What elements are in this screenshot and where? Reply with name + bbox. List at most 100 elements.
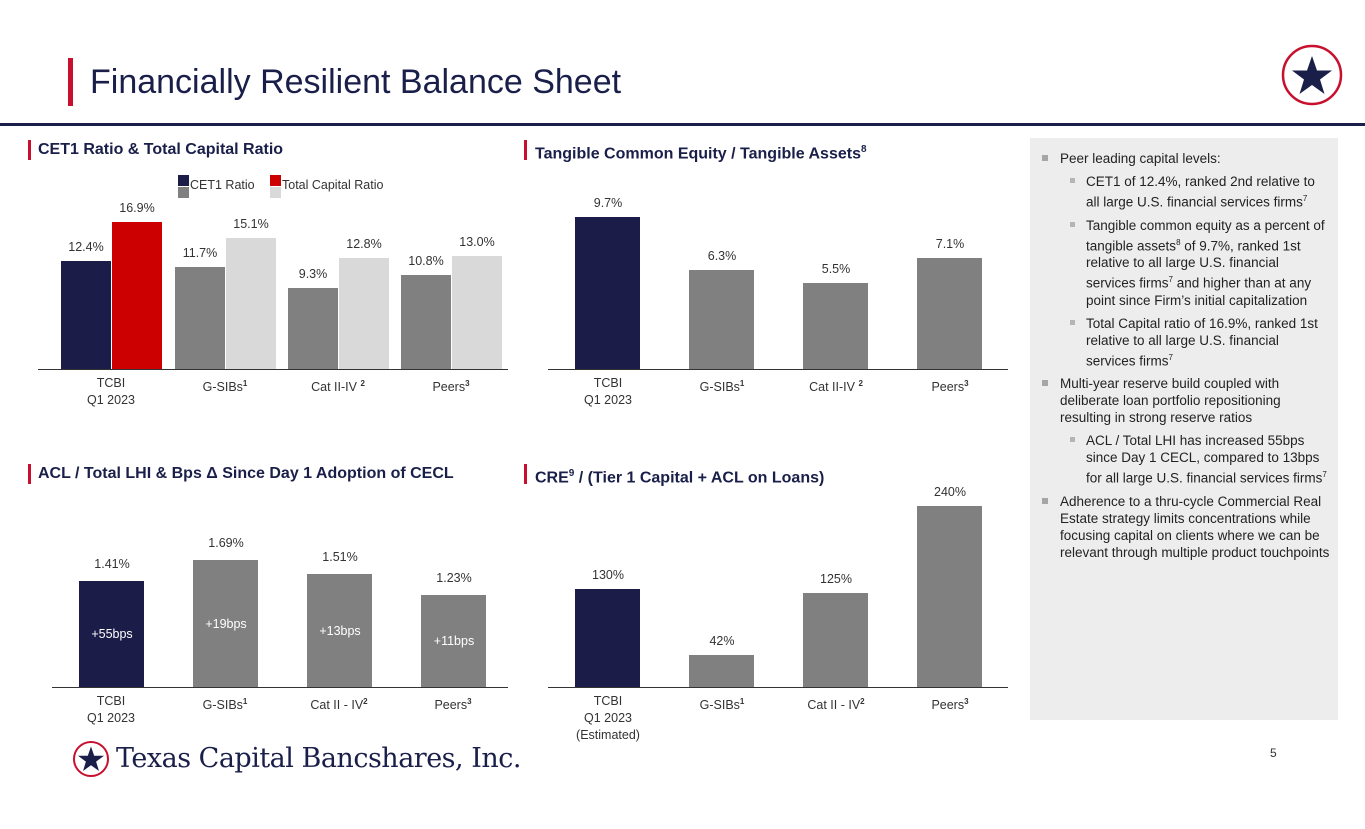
legend-swatch-gray <box>178 187 189 198</box>
footnote-marker: 2 <box>363 697 368 706</box>
category-label-peers-text: Peers <box>432 380 466 395</box>
category-label-gsibs-text: G-SIBs <box>202 698 243 713</box>
data-label: 240% <box>934 485 966 499</box>
legend-label-cet1: CET1 Ratio <box>190 178 255 192</box>
bar-inner-label: +19bps <box>205 617 247 631</box>
data-label: 1.41% <box>94 557 130 572</box>
data-label: 1.69% <box>208 536 244 550</box>
bar-tce <box>917 257 982 369</box>
bullet-text: ACL / Total LHI has increased 55bps sinc… <box>1086 433 1323 486</box>
chart-title-tce: Tangible Common Equity / Tangible Assets… <box>535 140 867 164</box>
category-label-tcbi-sub: Q1 2023 <box>87 393 135 407</box>
data-label: 12.4% <box>68 240 104 255</box>
footnote-marker: 7 <box>1168 275 1173 284</box>
bar-cre <box>803 592 868 687</box>
legend-label-total-capital: Total Capital Ratio <box>282 178 384 192</box>
data-label: 10.8% <box>408 254 444 269</box>
legend-swatch-light <box>270 187 281 198</box>
footnote-marker: 2 <box>858 379 863 388</box>
bullet-text: Tangible common equity as a percent of t… <box>1086 217 1325 254</box>
category-label-tcbi: TCBI Q1 2023 (Estimated) <box>558 693 658 744</box>
category-label-tcbi-text: TCBI <box>96 376 126 390</box>
bar-cet1 <box>288 288 338 369</box>
data-label: 16.9% <box>119 201 155 215</box>
data-label: 13.0% <box>459 234 495 249</box>
company-name: Texas Capital Bancshares, Inc. <box>116 743 521 774</box>
data-label: 11.7% <box>182 246 218 261</box>
category-label-cat-text: Cat II - IV <box>807 698 861 713</box>
category-label-cat: Cat II - IV2 <box>786 693 886 714</box>
footnote-marker: 8 <box>860 144 867 155</box>
category-label-peers-text: Peers <box>931 380 965 395</box>
footnote-marker: 7 <box>1322 470 1327 479</box>
data-label: 9.7% <box>593 196 623 210</box>
bar-cet1 <box>175 267 225 369</box>
section-accent-bar <box>524 464 527 484</box>
footnote-marker: 3 <box>465 379 470 388</box>
section-accent-bar <box>28 464 31 484</box>
data-label: 1.51% <box>322 549 358 564</box>
category-label-tcbi-text: TCBI <box>593 694 623 708</box>
legend-swatch-red <box>270 175 281 186</box>
category-label-peers: Peers3 <box>900 693 1000 714</box>
data-label: 5.5% <box>821 261 851 276</box>
category-label-tcbi: TCBI Q1 2023 <box>61 693 161 727</box>
bullet-text: and higher than at any point since Firm’… <box>1086 275 1312 308</box>
data-label: 42% <box>709 634 735 649</box>
bullet-text: Multi-year reserve build coupled with de… <box>1060 376 1281 425</box>
x-axis <box>548 369 1008 370</box>
footnote-marker: 2 <box>860 697 865 706</box>
bar-acl <box>193 560 258 687</box>
data-label: 1.23% <box>436 570 472 585</box>
bullet-text: Peer leading capital levels: <box>1060 151 1221 166</box>
category-label-tcbi-sub: Q1 2023 <box>584 711 632 725</box>
footnote-marker: 2 <box>360 379 365 388</box>
category-label-cat: Cat II - IV2 <box>289 693 389 714</box>
section-accent-bar <box>28 140 31 160</box>
category-label-cat-text: Cat II - IV <box>310 698 364 713</box>
category-label-gsibs-text: G-SIBs <box>699 380 740 395</box>
highlights-list: Peer leading capital levels: CET1 of 12.… <box>1040 150 1330 567</box>
data-label: 12.8% <box>346 236 382 251</box>
footnote-marker: 8 <box>1176 237 1181 247</box>
sub-bullet-tce: Tangible common equity as a percent of t… <box>1060 217 1330 309</box>
category-label-tcbi-sub: Q1 2023 <box>87 711 135 725</box>
footnote-marker: 7 <box>1302 194 1308 203</box>
category-label-gsibs: G-SIBs1 <box>672 693 772 714</box>
bar-tce <box>689 270 754 369</box>
bullet-capital-levels: Peer leading capital levels: CET1 of 12.… <box>1040 150 1330 369</box>
category-label-tcbi-estimated: (Estimated) <box>576 728 640 742</box>
bar-total-capital <box>452 255 502 369</box>
bar-acl <box>79 581 144 687</box>
chart-title-capital: CET1 Ratio & Total Capital Ratio <box>38 141 284 158</box>
category-label-peers: Peers3 <box>900 375 1000 396</box>
footnote-marker: 1 <box>739 697 745 706</box>
category-label-gsibs: G-SIBs1 <box>175 693 275 714</box>
category-label-tcbi-sub: Q1 2023 <box>584 393 632 407</box>
bar-acl <box>421 594 486 687</box>
footnote-marker: 1 <box>242 379 248 388</box>
category-label-tcbi: TCBI Q1 2023 <box>558 375 658 409</box>
category-label-tcbi-text: TCBI <box>96 694 126 708</box>
category-label-cat: Cat II-IV 2 <box>786 375 886 396</box>
footnote-marker: 3 <box>964 379 969 388</box>
footnote-marker: 3 <box>467 697 472 706</box>
category-label-peers-text: Peers <box>434 698 468 713</box>
bullet-cre-strategy: Adherence to a thru-cycle Commercial Rea… <box>1040 493 1330 561</box>
bar-inner-label: +11bps <box>433 634 475 648</box>
bar-acl <box>307 573 372 687</box>
star-logo-icon <box>1281 44 1343 106</box>
sub-bullet-total-capital: Total Capital ratio of 16.9%, ranked 1st… <box>1060 315 1330 370</box>
data-label: 125% <box>820 571 852 586</box>
footnote-marker: 9 <box>568 468 575 479</box>
data-label: 7.1% <box>935 236 965 251</box>
bar-total-capital <box>339 257 389 369</box>
x-axis <box>52 687 508 688</box>
bar-cet1 <box>401 275 451 369</box>
data-label: 130% <box>592 567 624 582</box>
bar-tce <box>803 282 868 369</box>
chart-title-cre-pre: CRE <box>535 469 569 487</box>
bullet-text: of 9.7%, ranked 1st relative to all larg… <box>1086 238 1301 291</box>
data-label: 9.3% <box>298 267 328 282</box>
category-label-tcbi-text: TCBI <box>593 376 623 390</box>
